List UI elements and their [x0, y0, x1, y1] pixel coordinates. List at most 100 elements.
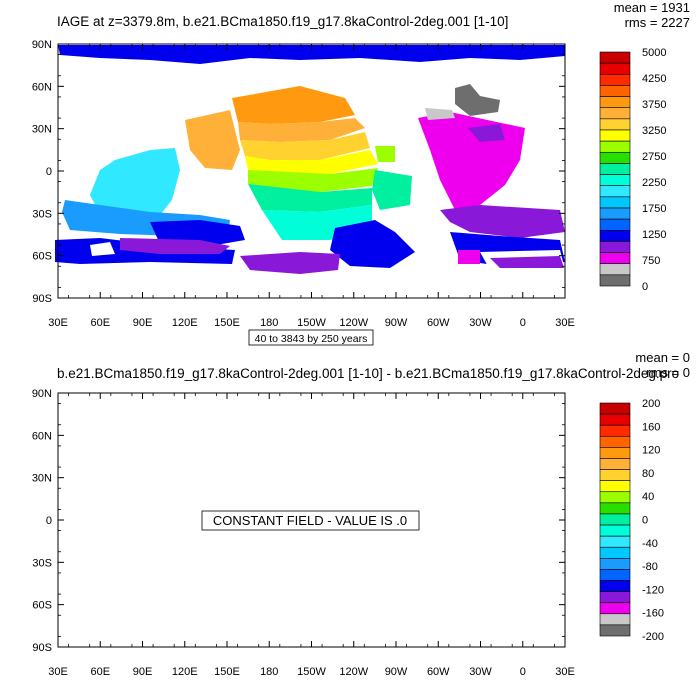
colorbar-swatch: [599, 263, 631, 276]
south-pacific-teal: [248, 184, 372, 212]
x-tick-label: 30W: [469, 666, 492, 678]
southern-ocean-magenta: [458, 250, 480, 264]
southern-ocean-purple-1: [240, 252, 340, 274]
colorbar-label: -200: [642, 631, 664, 643]
colorbar-swatch: [599, 624, 631, 637]
north-atlantic-lightgray: [425, 108, 455, 120]
colorbar-swatch: [599, 569, 631, 581]
indian-ocean-cyan: [90, 148, 180, 218]
colorbar-swatch: [599, 513, 631, 526]
colorbar-swatch: [599, 207, 631, 220]
y-tick-label: 30S: [32, 208, 52, 220]
colorbar-swatch: [599, 185, 631, 198]
colorbar-swatch: [599, 602, 631, 615]
x-tick-label: 30E: [555, 317, 575, 329]
east-pacific-teal: [372, 170, 412, 210]
x-tick-label: 30E: [48, 666, 68, 678]
x-tick-label: 120E: [172, 317, 198, 329]
y-tick-label: 60S: [32, 251, 52, 263]
colorbar-label: 80: [642, 468, 654, 480]
colorbar-swatch: [599, 85, 631, 97]
panel-1-title: IAGE at z=3379.8m, b.e21.BCma1850.f19_g1…: [57, 14, 508, 29]
colorbar-label: 2250: [642, 177, 666, 189]
y-tick-label: 90N: [32, 39, 52, 51]
colorbar-swatch: [599, 118, 631, 131]
colorbar-label: 2750: [642, 151, 666, 163]
southern-ocean-purple-3: [490, 256, 564, 268]
colorbar-swatch: [599, 174, 631, 187]
panel-1-rms: rms = 2227: [625, 15, 690, 30]
colorbar-swatch: [599, 591, 631, 604]
panel-2-difference-map: b.e21.BCma1850.f19_g17.8kaControl-2deg.0…: [32, 350, 690, 678]
panel-2-mean: mean = 0: [635, 350, 690, 365]
y-tick-label: 30S: [32, 557, 52, 569]
colorbar-label: 3250: [642, 125, 666, 137]
north-pacific-orange: [232, 86, 355, 124]
colorbar-swatch: [599, 51, 631, 64]
south-atlantic-purple: [440, 205, 565, 238]
x-tick-label: 150E: [214, 317, 240, 329]
colorbar-label: 120: [642, 445, 660, 457]
colorbar-swatch: [599, 402, 631, 415]
colorbar-label: 5000: [642, 47, 666, 59]
colorbar-swatch: [599, 107, 631, 120]
colorbar-label: 160: [642, 421, 660, 433]
colorbar-label: 0: [642, 515, 648, 527]
colorbar-swatch: [599, 129, 631, 142]
caribbean-green: [375, 146, 395, 162]
y-tick-label: 90S: [32, 293, 52, 305]
y-tick-label: 0: [46, 515, 52, 527]
colorbar-swatch: [599, 413, 631, 426]
atlantic-magenta: [418, 112, 525, 210]
x-tick-label: 180: [260, 317, 278, 329]
constant-field-label: CONSTANT FIELD - VALUE IS .0: [213, 513, 407, 528]
y-tick-label: 30N: [32, 124, 52, 136]
x-tick-label: 180: [260, 666, 278, 678]
colorbar-label: 1750: [642, 203, 666, 215]
colorbar-label: 200: [642, 398, 660, 410]
west-pacific-orange: [185, 110, 240, 170]
colorbar-label: -80: [642, 561, 658, 573]
x-tick-label: 30E: [555, 666, 575, 678]
x-tick-label: 90E: [133, 666, 153, 678]
equatorial-pacific-green: [248, 168, 378, 192]
colorbar-swatch: [599, 73, 631, 86]
x-tick-label: 150W: [297, 317, 326, 329]
colorbar-swatch: [599, 241, 631, 253]
panel-2-y-axis: 90N 60N 30N 0 30S 60S 90S: [32, 388, 565, 654]
colorbar-swatch: [599, 502, 631, 515]
colorbar-swatch: [599, 218, 631, 231]
x-tick-label: 120W: [339, 666, 368, 678]
colorbar-label: 3750: [642, 99, 666, 111]
colorbar-swatch: [599, 252, 631, 265]
x-tick-label: 30E: [48, 317, 68, 329]
colorbar-label: -40: [642, 538, 658, 550]
north-atlantic-darkgray: [455, 84, 500, 116]
x-tick-label: 150W: [297, 666, 326, 678]
colorbar-label: -160: [642, 608, 664, 620]
panel-1-map-field: [55, 45, 565, 274]
colorbar-swatch: [599, 613, 631, 626]
y-tick-label: 60N: [32, 81, 52, 93]
colorbar-label: -120: [642, 584, 664, 596]
panel-1-colorbar: 5000 4250 3750 3250 2750 2250 1750 1250 750 0: [599, 47, 666, 293]
x-tick-label: 60W: [427, 666, 450, 678]
colorbar-swatch: [599, 435, 631, 448]
x-tick-label: 90W: [385, 317, 408, 329]
colorbar-label: 0: [642, 281, 648, 293]
colorbar-swatch: [599, 480, 631, 493]
north-pacific-lightorange: [238, 118, 365, 142]
colorbar-swatch: [599, 163, 631, 175]
y-tick-label: 60N: [32, 430, 52, 442]
panel-2-rms: rms = 0: [646, 365, 690, 380]
panel-1-age-map: IAGE at z=3379.8m, b.e21.BCma1850.f19_g1…: [32, 0, 690, 346]
north-atlantic-purple: [468, 124, 505, 142]
southern-ocean-darkblue-2: [330, 220, 415, 268]
colorbar-swatch: [599, 558, 631, 570]
y-tick-label: 0: [46, 166, 52, 178]
contour-info-box: [248, 329, 374, 346]
colorbar-swatch: [599, 196, 631, 209]
y-tick-label: 90S: [32, 642, 52, 654]
x-tick-label: 90W: [385, 666, 408, 678]
